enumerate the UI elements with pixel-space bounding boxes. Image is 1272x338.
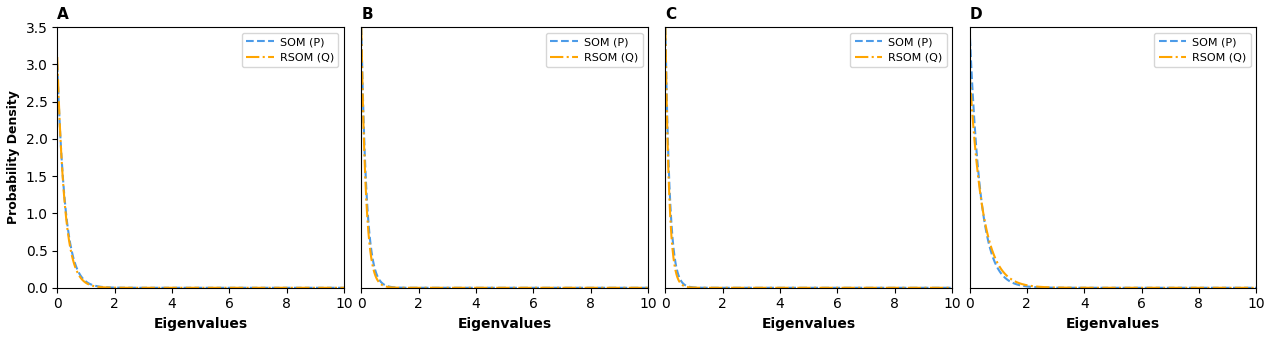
RSOM (Q)	[494, 286, 509, 290]
SOM (P)	[50, 63, 65, 67]
SOM (P)	[640, 286, 655, 290]
RSOM (Q)	[640, 286, 655, 290]
Line: RSOM (Q): RSOM (Q)	[665, 27, 953, 288]
RSOM (Q)	[50, 55, 65, 59]
RSOM (Q)	[1188, 286, 1203, 290]
RSOM (Q)	[632, 286, 647, 290]
SOM (P)	[354, 25, 369, 29]
SOM (P)	[798, 286, 813, 290]
RSOM (Q)	[1240, 286, 1255, 290]
RSOM (Q)	[328, 286, 343, 290]
RSOM (Q)	[486, 286, 501, 290]
Legend: SOM (P), RSOM (Q): SOM (P), RSOM (Q)	[242, 33, 338, 67]
RSOM (Q)	[354, 25, 369, 29]
RSOM (Q)	[1240, 286, 1255, 290]
SOM (P)	[64, 250, 79, 254]
RSOM (Q)	[977, 216, 992, 220]
RSOM (Q)	[580, 286, 595, 290]
Text: D: D	[969, 7, 982, 22]
SOM (P)	[673, 277, 688, 281]
SOM (P)	[275, 286, 290, 290]
SOM (P)	[936, 286, 951, 290]
SOM (P)	[632, 286, 647, 290]
Text: C: C	[665, 7, 677, 22]
RSOM (Q)	[936, 286, 951, 290]
RSOM (Q)	[936, 286, 951, 290]
Line: RSOM (Q): RSOM (Q)	[969, 71, 1257, 288]
X-axis label: Eigenvalues: Eigenvalues	[762, 317, 856, 331]
SOM (P)	[336, 286, 351, 290]
SOM (P)	[182, 286, 197, 290]
RSOM (Q)	[336, 286, 351, 290]
X-axis label: Eigenvalues: Eigenvalues	[1066, 317, 1160, 331]
RSOM (Q)	[275, 286, 290, 290]
SOM (P)	[369, 270, 384, 274]
RSOM (Q)	[1102, 286, 1117, 290]
RSOM (Q)	[1094, 286, 1109, 290]
Legend: SOM (P), RSOM (Q): SOM (P), RSOM (Q)	[850, 33, 946, 67]
RSOM (Q)	[945, 286, 960, 290]
RSOM (Q)	[962, 69, 977, 73]
Y-axis label: Probability Density: Probability Density	[6, 91, 20, 224]
RSOM (Q)	[369, 275, 384, 279]
SOM (P)	[1102, 286, 1117, 290]
Line: SOM (P): SOM (P)	[665, 27, 953, 288]
RSOM (Q)	[790, 286, 805, 290]
SOM (P)	[494, 286, 509, 290]
SOM (P)	[328, 286, 343, 290]
SOM (P)	[658, 25, 673, 29]
Line: SOM (P): SOM (P)	[361, 27, 647, 288]
X-axis label: Eigenvalues: Eigenvalues	[154, 317, 248, 331]
SOM (P)	[1249, 286, 1264, 290]
RSOM (Q)	[798, 286, 813, 290]
RSOM (Q)	[190, 286, 205, 290]
Text: B: B	[361, 7, 373, 22]
SOM (P)	[1094, 286, 1109, 290]
SOM (P)	[936, 286, 951, 290]
Line: SOM (P): SOM (P)	[969, 27, 1257, 288]
Line: RSOM (Q): RSOM (Q)	[361, 27, 647, 288]
SOM (P)	[962, 25, 977, 29]
Legend: SOM (P), RSOM (Q): SOM (P), RSOM (Q)	[1154, 33, 1250, 67]
SOM (P)	[1240, 286, 1255, 290]
SOM (P)	[1188, 286, 1203, 290]
RSOM (Q)	[658, 25, 673, 29]
RSOM (Q)	[673, 281, 688, 285]
SOM (P)	[945, 286, 960, 290]
SOM (P)	[486, 286, 501, 290]
SOM (P)	[977, 218, 992, 222]
RSOM (Q)	[632, 286, 647, 290]
SOM (P)	[328, 286, 343, 290]
X-axis label: Eigenvalues: Eigenvalues	[458, 317, 552, 331]
SOM (P)	[884, 286, 899, 290]
SOM (P)	[1240, 286, 1255, 290]
Line: RSOM (Q): RSOM (Q)	[57, 57, 343, 288]
SOM (P)	[632, 286, 647, 290]
RSOM (Q)	[328, 286, 343, 290]
RSOM (Q)	[1249, 286, 1264, 290]
Legend: SOM (P), RSOM (Q): SOM (P), RSOM (Q)	[546, 33, 642, 67]
RSOM (Q)	[884, 286, 899, 290]
SOM (P)	[580, 286, 595, 290]
SOM (P)	[190, 286, 205, 290]
Text: A: A	[57, 7, 69, 22]
SOM (P)	[790, 286, 805, 290]
RSOM (Q)	[182, 286, 197, 290]
RSOM (Q)	[64, 254, 79, 258]
Line: SOM (P): SOM (P)	[57, 65, 343, 288]
